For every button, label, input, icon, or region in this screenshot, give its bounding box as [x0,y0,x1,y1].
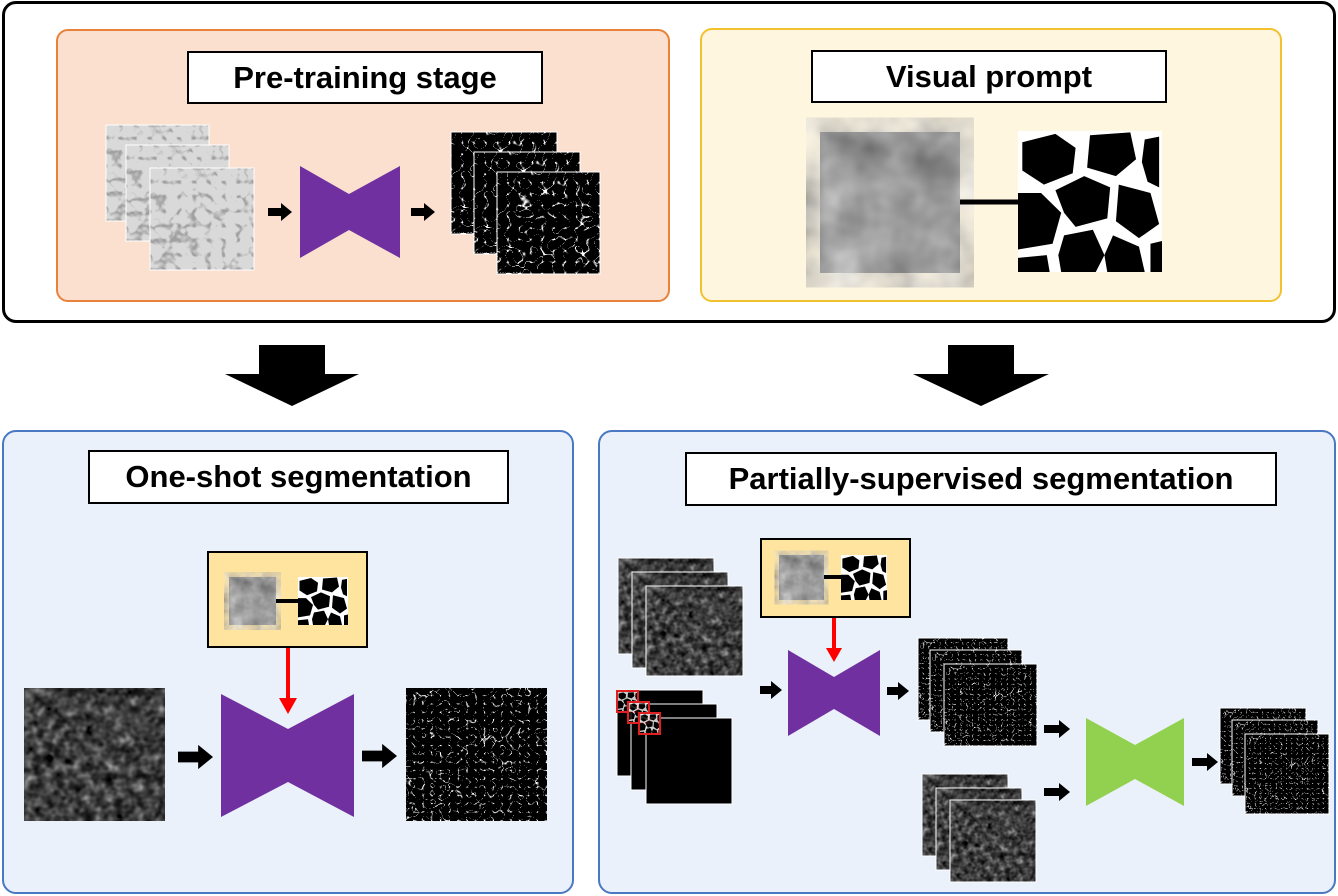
one-shot-output-mask [406,688,547,821]
big-arrow-down-icon [913,345,1049,406]
pretraining-model-icon [300,166,400,258]
ps-prompt-mask [841,555,887,600]
partially-supervised-title: Partially-supervised segmentation [685,452,1277,506]
one-shot-input-image [24,688,165,821]
visual-prompt-title: Visual prompt [811,50,1167,103]
one-shot-model-icon [221,694,354,817]
ps-unlabeled-image-stack [921,773,1037,883]
ps-student-model-icon [1086,718,1184,806]
one-shot-prompt-image [229,577,276,625]
arrow-right-icon [268,203,292,221]
prompt-arrow-icon [279,698,297,714]
arrow-right-icon [760,681,782,699]
ps-pseudo-label-stack [917,637,1038,747]
ps-final-output-stack [1219,707,1330,815]
arrow-right-icon [1044,720,1070,738]
flow-arrows [178,203,1218,801]
patch-box [638,712,661,735]
arrow-right-icon [887,682,909,700]
em-image-stack [105,124,255,271]
big-arrow-down-icon [225,345,359,406]
arrow-right-icon [1192,753,1218,771]
prompt-arrow-icon [826,648,842,662]
ps-input-image-stack [617,557,744,677]
one-shot-title: One-shot segmentation [88,450,509,504]
one-shot-prompt-mask [298,577,348,625]
ps-prompt-image [779,555,824,600]
pretraining-title: Pre-training stage [187,51,543,104]
arrow-right-icon [178,744,213,770]
arrow-right-icon [362,743,397,769]
pretraining-mask-stack [450,131,601,275]
visual-prompt-image [820,132,960,273]
ps-model-icon [788,650,880,736]
arrow-right-icon [1044,783,1070,801]
visual-prompt-mask [1018,131,1162,272]
ps-partial-mask-stack [616,689,733,805]
arrow-right-icon [411,203,435,221]
